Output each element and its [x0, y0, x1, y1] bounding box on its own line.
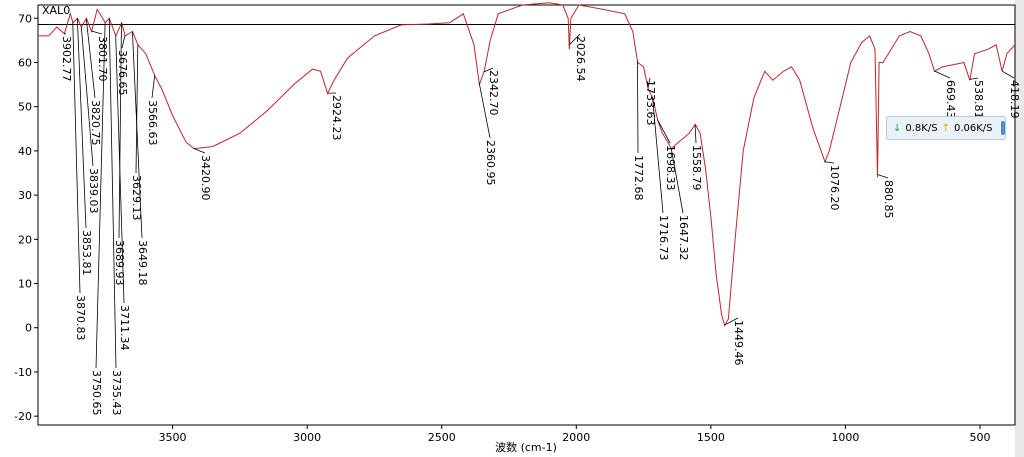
- chart-title: XAL0: [42, 4, 70, 17]
- y-tick-label: -20: [14, 410, 32, 423]
- peak-leader: [877, 174, 889, 179]
- peak-label: 3853.81: [80, 230, 93, 276]
- peak-label: 3735.43: [110, 370, 123, 416]
- y-tick-label: 20: [18, 233, 32, 246]
- peak-leader: [694, 124, 697, 144]
- peak-leader: [121, 35, 126, 49]
- peak-label: 2360.95: [484, 140, 497, 186]
- peak-leader: [151, 75, 156, 99]
- peak-leader: [118, 23, 122, 239]
- peak-leader: [132, 31, 143, 239]
- download-speed: 0.8K/S: [905, 122, 938, 134]
- peak-label: 3629.13: [130, 175, 143, 221]
- peak-label: 3649.18: [136, 240, 149, 286]
- peak-leader: [193, 148, 206, 154]
- peak-label: 669.43: [944, 80, 957, 119]
- y-tick-label: 30: [18, 189, 32, 202]
- x-tick-label: 3000: [293, 431, 321, 444]
- peak-label: 3820.75: [89, 100, 102, 146]
- peak-label: 3711.34: [118, 305, 131, 351]
- peak-label: 3420.90: [199, 155, 212, 201]
- peak-label: 1076.20: [828, 165, 841, 211]
- y-tick-label: 0: [25, 322, 32, 335]
- peak-label: 1698.33: [664, 145, 677, 191]
- peak-label: 3801.70: [96, 36, 109, 82]
- up-arrow: ↑: [941, 122, 950, 134]
- peak-leader: [824, 161, 835, 164]
- peak-leader: [652, 97, 664, 214]
- x-axis-label: 波数 (cm-1): [495, 441, 557, 454]
- y-tick-label: 40: [18, 145, 32, 158]
- peak-leader: [568, 33, 581, 46]
- peak-label: 3839.03: [87, 168, 100, 214]
- peak-leader: [72, 21, 81, 294]
- peak-label: 2026.54: [574, 36, 587, 82]
- peak-leader: [670, 148, 684, 214]
- peak-leader: [483, 67, 494, 73]
- upload-speed: 0.06K/S: [953, 122, 993, 134]
- peak-leader: [724, 317, 739, 326]
- y-tick-label: 10: [18, 278, 32, 291]
- peak-leader: [934, 70, 951, 79]
- peak-leader: [91, 30, 103, 35]
- peak-leader: [80, 27, 94, 167]
- peak-label: 2342.70: [487, 70, 500, 116]
- x-tick-label: 2500: [428, 431, 456, 444]
- peak-leader: [647, 77, 651, 89]
- x-tick-label: 2000: [562, 431, 590, 444]
- peak-label: 3689.93: [113, 240, 126, 286]
- y-tick-label: 50: [18, 101, 32, 114]
- x-tick-label: 500: [970, 431, 991, 444]
- peak-leader: [478, 82, 491, 139]
- plot-frame: [37, 4, 1016, 426]
- peak-label: 1733.63: [644, 80, 657, 126]
- peak-label: 3902.77: [60, 36, 73, 82]
- peak-label: 3566.63: [146, 100, 159, 146]
- down-arrow: ↓: [893, 122, 902, 134]
- peak-label: 418.19: [1008, 80, 1021, 119]
- peak-label: 538.81: [972, 80, 985, 119]
- peak-label: 3676.65: [116, 50, 129, 96]
- scroll-area: [1015, 0, 1024, 457]
- network-widget: ↓ 0.8K/S ↑ 0.06K/S: [886, 116, 1006, 140]
- peak-leader: [135, 44, 139, 174]
- peak-leader: [76, 18, 87, 229]
- y-tick-label: -10: [14, 366, 32, 379]
- peak-leader: [637, 61, 639, 154]
- x-tick-label: 1500: [697, 431, 725, 444]
- peak-label: 2924.23: [330, 95, 343, 141]
- peak-label: 1449.46: [732, 320, 745, 366]
- peak-label: 880.85: [882, 180, 895, 219]
- peak-label: 1647.32: [677, 215, 690, 261]
- peak-label: 1772.68: [632, 155, 645, 201]
- x-tick-label: 1000: [831, 431, 859, 444]
- peak-label: 1558.79: [690, 145, 703, 191]
- peak-leader: [1001, 70, 1015, 79]
- peak-leader: [95, 22, 106, 369]
- peak-label: 1716.73: [657, 215, 670, 261]
- peak-leader: [108, 18, 117, 369]
- peak-leader: [969, 77, 979, 80]
- peak-leader: [657, 119, 671, 144]
- y-tick-label: 60: [18, 56, 32, 69]
- y-tick-label: 70: [18, 12, 32, 25]
- peak-leader: [85, 18, 96, 99]
- x-tick-label: 3500: [159, 431, 187, 444]
- peak-label: 3870.83: [74, 295, 87, 341]
- widget-icon[interactable]: [1000, 121, 1005, 135]
- spectrum-line: [38, 2, 1016, 327]
- peak-label: 3750.65: [90, 370, 103, 416]
